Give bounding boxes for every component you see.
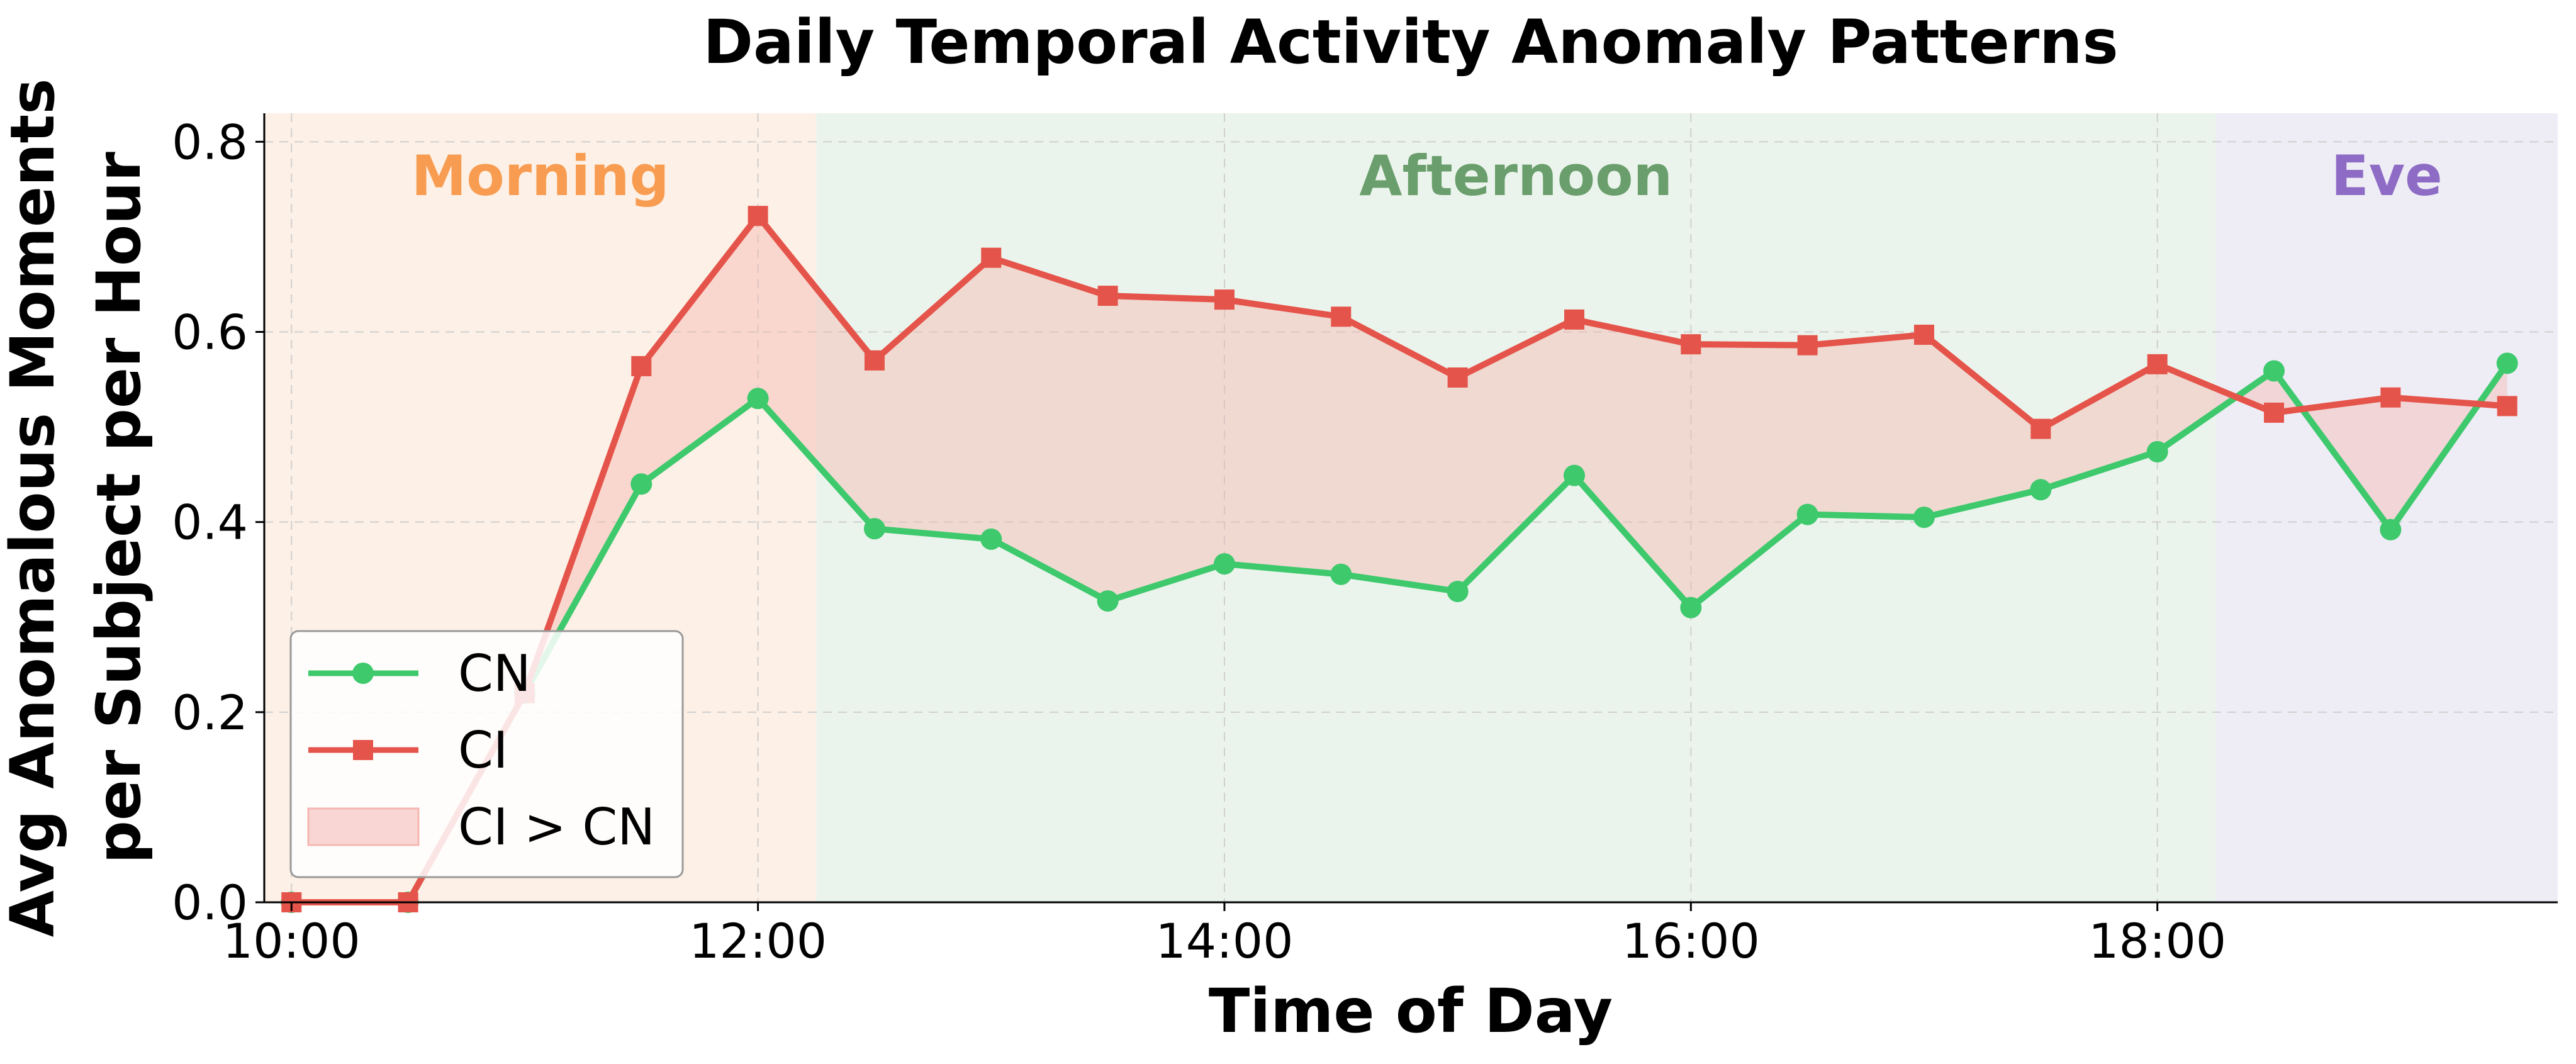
ticks: 10:00 12:00 14:00 16:00 18:00 0.0 0.2 0.4 0.6 0.8 — [172, 114, 2226, 969]
x-tick-label-10-00: 10:00 — [223, 913, 361, 969]
x-tick-label-18-00: 18:00 — [2088, 913, 2226, 969]
point-cn-18-00 — [2146, 440, 2168, 462]
series-line-cn — [291, 361, 2510, 905]
region-eve — [2215, 113, 2558, 902]
y-tick-label-0-6: 0.6 — [172, 304, 248, 360]
legend-ci-marker — [353, 740, 373, 760]
y-axis-label-line-2: per Subject per Hour — [84, 152, 154, 864]
point-ci-11-30 — [631, 356, 652, 376]
series — [281, 206, 2518, 913]
region-labels: Morning Afternoon Eve — [412, 143, 2443, 208]
axes — [263, 113, 2558, 904]
point-ci-18-00 — [2147, 354, 2168, 374]
y-tick-label-0-2: 0.2 — [172, 685, 248, 741]
point-cn-18-30 — [2263, 360, 2285, 382]
legend-ci-label: CI — [458, 721, 508, 780]
ci-gt-cn-fill — [291, 216, 2507, 902]
point-ci-13-30 — [1097, 286, 1118, 306]
point-cn-12-30 — [863, 518, 885, 540]
point-ci-13-00 — [981, 247, 1002, 268]
point-cn-12-00 — [747, 388, 769, 410]
point-ci-19-30 — [2497, 396, 2517, 417]
point-cn-13-30 — [1097, 590, 1119, 612]
point-cn-17-00 — [1913, 507, 1935, 529]
region-label-eve: Eve — [2331, 143, 2443, 208]
point-cn-14-30 — [1330, 563, 1352, 585]
point-ci-15-00 — [1447, 367, 1468, 388]
chart-title: Daily Temporal Activity Anomaly Patterns — [703, 7, 2118, 77]
point-cn-15-30 — [1563, 464, 1585, 486]
point-ci-14-30 — [1331, 306, 1352, 327]
x-axis-label: Time of Day — [1209, 976, 1613, 1046]
fill-area-ci-cn — [291, 216, 2507, 902]
region-label-morning: Morning — [412, 143, 669, 208]
point-ci-19-00 — [2380, 387, 2401, 408]
point-cn-16-00 — [1680, 596, 1702, 619]
region-afternoon — [816, 113, 2216, 902]
x-tick-label-12-00: 12:00 — [689, 913, 827, 969]
legend: CN CI CI > CN — [289, 630, 684, 878]
time-regions — [264, 113, 2558, 902]
x-tick-label-16-00: 16:00 — [1622, 913, 1760, 969]
point-cn-11-30 — [630, 473, 652, 495]
point-ci-17-00 — [1913, 325, 1934, 345]
legend-cn-label: CN — [458, 644, 531, 703]
point-cn-13-00 — [980, 528, 1002, 550]
region-label-afternoon: Afternoon — [1359, 143, 1672, 208]
series-cn — [281, 352, 2518, 913]
y-axis-label-line-1: Avg Anomalous Moments — [0, 79, 68, 938]
point-cn-19-00 — [2380, 518, 2402, 540]
legend-fill-label: CI > CN — [458, 798, 655, 856]
y-tick-label-0-0: 0.0 — [172, 875, 248, 931]
point-ci-12-00 — [748, 206, 768, 227]
legend-fill-swatch — [307, 807, 420, 846]
x-tick-label-14-00: 14:00 — [1155, 913, 1293, 969]
point-ci-12-30 — [864, 350, 885, 371]
point-cn-16-30 — [1796, 503, 1818, 525]
legend-cn-marker — [352, 663, 374, 684]
y-tick-label-0-4: 0.4 — [172, 495, 248, 551]
point-cn-17-30 — [2030, 479, 2052, 501]
series-line-ci — [291, 213, 2508, 905]
point-cn-19-30 — [2496, 352, 2518, 374]
point-cn-15-00 — [1447, 580, 1469, 602]
point-ci-18-30 — [2264, 402, 2285, 423]
point-ci-16-30 — [1797, 335, 1818, 356]
point-ci-17-30 — [2030, 418, 2051, 439]
point-cn-14-00 — [1213, 553, 1235, 575]
point-ci-16-00 — [1681, 334, 1701, 355]
point-ci-14-00 — [1214, 289, 1235, 310]
point-ci-15-30 — [1564, 309, 1584, 330]
y-tick-label-0-8: 0.8 — [172, 114, 248, 170]
